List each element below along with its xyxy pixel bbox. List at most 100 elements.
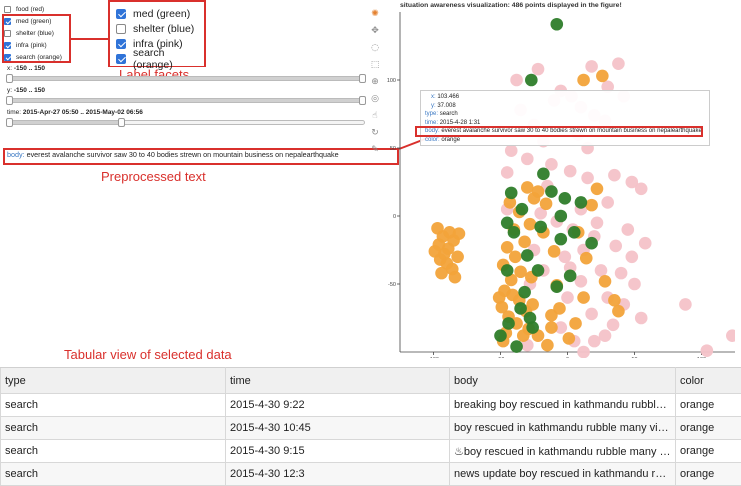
data-point-pink [638,236,652,250]
time-slider-start-handle[interactable] [6,118,13,127]
data-point-pink [534,206,547,220]
data-point-orange [608,294,621,307]
zoom-facet-label-infra: infra (pink) [133,37,183,50]
y-slider-end-handle[interactable] [359,96,366,105]
data-point-pink [504,144,518,158]
box-zoom-icon[interactable]: ⊕ [371,77,379,87]
data-point-pink [574,274,588,288]
data-point-green [500,216,514,230]
x-slider-value: -150 .. 150 [13,65,45,72]
lasso-select-icon[interactable]: ◌ [371,43,379,53]
data-point-orange [518,235,531,249]
data-point-pink [679,298,692,311]
reset-icon[interactable]: ↻ [371,128,379,138]
data-point-orange [545,321,558,334]
preprocessed-body: everest avalanche survivor saw 30 to 40 … [26,150,339,159]
data-point-pink [598,329,612,342]
facet-label-search: search (orange) [16,53,62,61]
cell-body[interactable]: ♨boy rescued in kathmandu rubble many vi… [449,439,676,463]
cell-color[interactable]: orange [675,393,741,417]
box-select-icon[interactable]: ⬚ [370,60,380,70]
data-point-green [521,249,534,262]
data-point-orange [443,226,456,239]
cell-body[interactable]: breaking boy rescued in kathmandu rubble… [449,393,676,417]
pan-icon[interactable]: ✥ [371,26,379,36]
table-row[interactable]: search 2015-4-30 9:15 ♨boy rescued in ka… [0,439,741,463]
data-point-pink [608,168,621,182]
data-point-orange [579,251,593,265]
data-point-pink [621,223,635,236]
x-slider-start-handle[interactable] [6,74,13,83]
tooltip-time-row: time: 2015-4-28 1:31 [425,119,481,126]
facet-label-infra: infra (pink) [16,41,47,49]
cell-time[interactable]: 2015-4-30 10:45 [225,416,450,440]
y-slider-label: y: -150 .. 150 [7,87,45,94]
zoom-facet-label-shelter: shelter (blue) [133,22,195,35]
cell-color[interactable]: orange [675,439,741,463]
y-tick-label: 0 [393,214,396,220]
zoom-facet-label-med: med (green) [133,7,191,20]
data-point-orange [451,250,464,264]
cell-time[interactable]: 2015-4-30 9:15 [225,439,450,463]
cell-type[interactable]: search [0,393,226,417]
checkbox-search[interactable] [4,53,11,61]
checkbox-infra[interactable] [4,41,11,49]
data-point-green [554,209,568,223]
facet-infra[interactable]: infra (pink) [4,39,62,51]
bokeh-logo-icon[interactable]: ✺ [371,9,379,19]
tap-icon[interactable]: ☝ [372,111,378,121]
y-range-slider[interactable] [6,96,366,105]
checkbox-shelter[interactable] [4,29,11,37]
cell-color[interactable]: orange [675,462,741,486]
data-point-orange [492,291,506,304]
column-header-type[interactable]: type [0,367,226,394]
data-point-pink [500,166,514,179]
cell-time[interactable]: 2015-4-30 12:3 [225,462,450,486]
y-slider-start-handle[interactable] [6,96,13,105]
data-point-orange [508,250,522,264]
cell-time[interactable]: 2015-4-30 9:22 [225,393,450,417]
table-row[interactable]: search 2015-4-30 9:22 breaking boy rescu… [0,393,741,417]
cell-type[interactable]: search [0,462,226,486]
data-point-orange [569,317,582,330]
cell-body[interactable]: boy rescued in kathmandu rubble many vie… [449,416,676,440]
plot-toolbar: ✺ ✥ ◌ ⬚ ⊕ ◎ ☝ ↻ ✎ [369,8,383,161]
table-row[interactable]: search 2015-4-30 10:45 boy rescued in ka… [0,416,741,440]
data-point-pink [594,264,608,277]
wheel-zoom-icon[interactable]: ◎ [371,94,379,104]
facet-search[interactable]: search (orange) [4,51,62,63]
table-row[interactable]: search 2015-4-30 12:3 news update boy re… [0,462,741,486]
data-point-pink [614,266,628,280]
x-range-slider[interactable] [6,74,366,83]
data-point-green [500,264,514,277]
cell-type[interactable]: search [0,439,226,463]
data-point-orange [523,217,537,231]
time-slider-end-handle[interactable] [118,118,126,127]
data-point-green [563,269,577,283]
facet-zoom-callout: med (green) shelter (blue) infra (pink) … [110,2,204,71]
data-point-pink [545,158,558,171]
facet-food[interactable]: food (red) [4,3,62,15]
data-table: type time body color search 2015-4-30 9:… [0,367,741,486]
facet-checkbox-group: food (red) med (green) shelter (blue) in… [4,3,62,63]
column-header-body[interactable]: body [449,367,676,394]
data-point-pink [585,60,598,73]
cell-body[interactable]: news update boy rescued in kathmandu rub… [449,462,676,486]
scatter-plot[interactable]: 100 50 0 -50 -100 -50 0 50 100 [385,12,735,358]
data-point-pink [561,291,574,304]
x-tick-label: -50 [497,357,505,358]
column-header-color[interactable]: color [675,367,741,394]
checkbox-med[interactable] [4,17,11,25]
time-slider-fill [8,121,119,124]
cell-type[interactable]: search [0,416,226,440]
time-range-slider[interactable] [6,118,365,127]
facet-shelter[interactable]: shelter (blue) [4,27,62,39]
hover-icon[interactable]: ✎ [371,145,379,155]
x-slider-end-handle[interactable] [359,74,366,83]
checkbox-food[interactable] [4,5,11,13]
cell-color[interactable]: orange [675,416,741,440]
data-point-green [494,329,507,342]
facet-med[interactable]: med (green) [4,15,62,27]
column-header-time[interactable]: time [225,367,450,394]
plot-title: situation awareness visualization: 486 p… [400,2,622,9]
